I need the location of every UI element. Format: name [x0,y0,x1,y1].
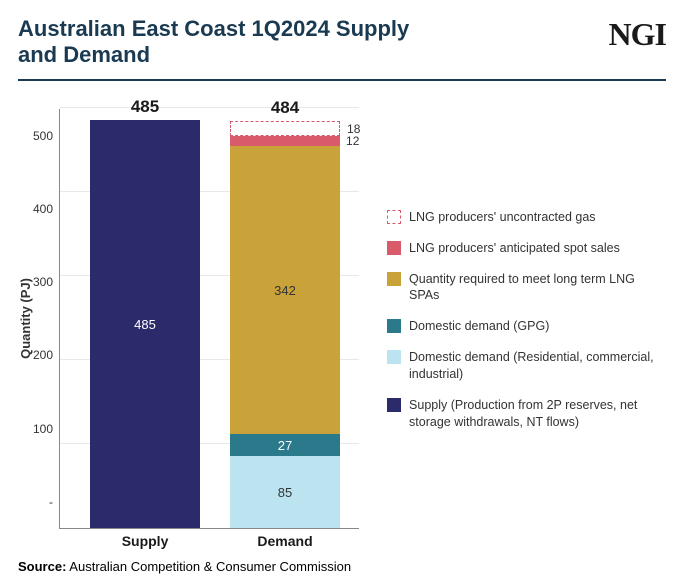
segment-value: 342 [274,283,296,298]
y-tick: 300 [33,275,53,289]
chart-area: Quantity (PJ) 500 400 300 200 100 - 485 Supply… [18,89,666,549]
legend-swatch [387,350,401,364]
x-axis-label: Supply [90,533,200,549]
bar-segment: 85 [230,456,340,527]
bar-segment: 27 [230,434,340,457]
bar-total-label: 484 [230,98,340,118]
ngi-logo: NGI [609,16,666,53]
legend: LNG producers' uncontracted gas LNG produ… [359,89,666,549]
y-tick: 500 [33,129,53,143]
legend-swatch [387,241,401,255]
legend-label: Domestic demand (GPG) [409,318,549,335]
bar-segment: 18 [230,121,340,136]
bar-segment: 12 [230,136,340,146]
legend-item: Domestic demand (GPG) [387,318,666,335]
bar-segment: 485 [90,120,200,527]
source-text: Australian Competition & Consumer Commis… [66,559,351,574]
segment-value: 12 [346,134,359,148]
segment-value: 85 [278,485,292,500]
legend-item: LNG producers' uncontracted gas [387,209,666,226]
segment-value: 485 [134,317,156,332]
legend-swatch [387,319,401,333]
legend-item: Supply (Production from 2P reserves, net… [387,397,666,431]
legend-label: Supply (Production from 2P reserves, net… [409,397,666,431]
legend-label: Domestic demand (Residential, commercial… [409,349,666,383]
y-axis-label: Quantity (PJ) [18,278,33,359]
chart-title: Australian East Coast 1Q2024 Supply and … [18,16,438,69]
legend-swatch [387,398,401,412]
segment-value: 27 [278,438,292,453]
legend-item: Quantity required to meet long term LNG … [387,271,666,305]
y-tick: 100 [33,422,53,436]
y-tick: - [33,495,53,509]
header: Australian East Coast 1Q2024 Supply and … [18,16,666,81]
y-tick: 400 [33,202,53,216]
bar-segment: 342 [230,146,340,433]
legend-swatch [387,272,401,286]
y-ticks: 500 400 300 200 100 - [33,109,59,529]
y-axis: Quantity (PJ) 500 400 300 200 100 - [18,89,59,549]
legend-label: Quantity required to meet long term LNG … [409,271,666,305]
legend-swatch [387,210,401,224]
source-line: Source: Australian Competition & Consume… [18,559,666,574]
legend-label: LNG producers' anticipated spot sales [409,240,620,257]
bar-total-label: 485 [90,97,200,117]
x-axis-label: Demand [230,533,340,549]
source-label: Source: [18,559,66,574]
legend-item: Domestic demand (Residential, commercial… [387,349,666,383]
segment-value: 18 [347,122,360,136]
y-tick: 200 [33,348,53,362]
legend-label: LNG producers' uncontracted gas [409,209,596,226]
plot-area: 485Supply485484Demand85273421218 [59,109,359,529]
legend-item: LNG producers' anticipated spot sales [387,240,666,257]
